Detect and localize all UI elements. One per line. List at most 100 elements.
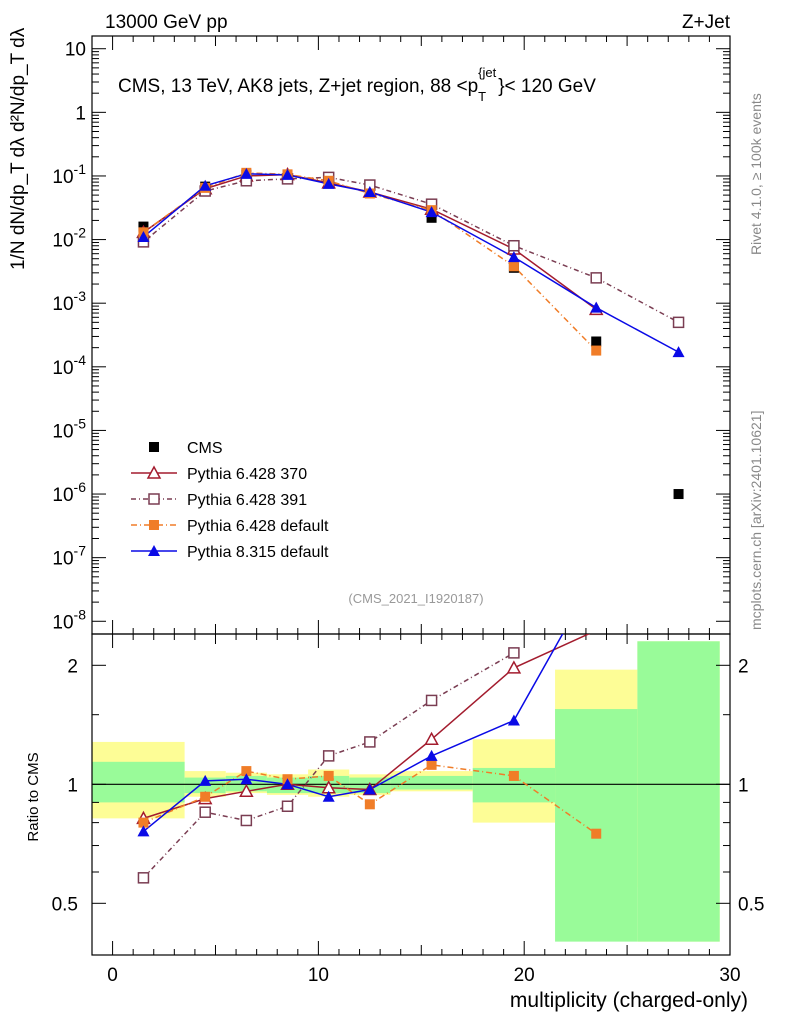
ratio-point xyxy=(507,714,520,726)
ratio-point xyxy=(591,828,602,839)
ratio-point xyxy=(281,778,294,790)
ratio-ylabel: Ratio to CMS xyxy=(25,752,42,841)
y-tick-label: 10-8 xyxy=(52,606,86,633)
ratio-point xyxy=(281,800,294,813)
data-point xyxy=(281,168,294,180)
ratio-point xyxy=(506,660,522,674)
data-point xyxy=(240,167,253,179)
data-point xyxy=(590,272,602,284)
data-point xyxy=(672,346,685,358)
data-point xyxy=(425,206,438,218)
data-point xyxy=(672,316,685,329)
legend: CMS Pythia 6.428 370 Pythia 6.428 391 Pythi… xyxy=(131,440,329,561)
ratio-tick-label: 0.5 xyxy=(52,894,78,915)
legend-label: Pythia 6.428 default xyxy=(187,518,329,535)
ratio-tick-label-right: 0.5 xyxy=(738,894,764,915)
series-line-main xyxy=(142,173,679,353)
watermark: (CMS_2021_I1920187) xyxy=(348,591,483,606)
ratio-point xyxy=(137,872,150,884)
data-point xyxy=(508,261,519,272)
y-tick-label: 10 xyxy=(65,40,86,61)
plot-frames xyxy=(91,35,731,956)
ratio-point xyxy=(199,774,212,786)
ratio-point xyxy=(322,790,335,802)
x-tick-label: 10 xyxy=(308,965,329,986)
plot-title: CMS, 13 TeV, AK8 jets, Z+jet region, 88 … xyxy=(118,65,596,104)
data-point xyxy=(426,212,437,223)
y-tick-label: 10-1 xyxy=(52,161,86,188)
data-point xyxy=(137,230,150,242)
ratio-tick-label: 2 xyxy=(67,656,78,677)
legend-label: Pythia 8.315 default xyxy=(187,544,329,561)
legend-label: Pythia 6.428 370 xyxy=(187,466,307,483)
y-tick-label: 10-5 xyxy=(52,415,86,442)
ratio-point xyxy=(508,647,520,659)
ratio-point xyxy=(508,770,519,781)
data-point xyxy=(507,251,520,263)
axis-ticks: 0 10 20 30 10-8 10-7 10-6 10-5 10-4 10-3 10-2 10-1 1… xyxy=(52,36,764,986)
header-left: 13000 GeV pp xyxy=(105,12,228,33)
ratio-point xyxy=(425,694,438,707)
ylabel-text: 1/N dN/dp_T dλ d²N/dp_T dλ xyxy=(8,27,29,270)
y-tick-label: 10-3 xyxy=(52,288,86,315)
header-right: Z+Jet xyxy=(682,12,731,33)
ratio-point xyxy=(425,749,438,761)
x-tick-label: 0 xyxy=(107,965,118,986)
ratio-point xyxy=(240,773,253,785)
ratio-point xyxy=(426,759,437,770)
y-tick-label: 10-2 xyxy=(52,225,86,252)
ratio-tick-label-right: 2 xyxy=(738,656,749,677)
band-green xyxy=(390,775,473,790)
ratio-frame xyxy=(91,633,731,956)
data-point xyxy=(591,345,602,356)
data-point xyxy=(363,185,376,197)
y-tick-label: 1 xyxy=(75,103,86,124)
ratio-point xyxy=(363,783,376,795)
x-tick-label: 20 xyxy=(514,965,535,986)
series-markers xyxy=(136,167,685,884)
data-point xyxy=(322,177,335,189)
legend-marker xyxy=(148,545,160,556)
data-point xyxy=(590,301,603,313)
band-green xyxy=(637,641,720,942)
ratio-point xyxy=(138,817,149,828)
y-axis-label: 1/N dN/dp_T dλ d²N/dp_T dλ xyxy=(8,27,29,270)
side-text-bottom: mcplots.cern.ch [arXiv:2401.10621] xyxy=(748,411,764,630)
ratio-point xyxy=(323,770,334,781)
legend-marker xyxy=(149,442,159,452)
y-tick-label: 10-4 xyxy=(52,352,86,379)
y-tick-label: 10-7 xyxy=(52,543,86,570)
legend-marker xyxy=(146,465,162,479)
ratio-point xyxy=(364,799,375,810)
data-point xyxy=(591,336,602,347)
ratio-point xyxy=(240,814,253,827)
x-tick-label: 30 xyxy=(719,965,740,986)
ratio-point xyxy=(424,731,439,746)
side-text-top: Rivet 4.1.0, ≥ 100k events xyxy=(748,93,764,255)
ratio-point xyxy=(239,783,254,798)
band-green xyxy=(92,761,185,803)
ratio-point xyxy=(200,791,211,802)
legend-marker xyxy=(149,520,159,530)
data-point xyxy=(508,239,520,252)
ratio-tick-label-right: 1 xyxy=(738,775,749,796)
band-green xyxy=(555,709,638,942)
ratio-bands xyxy=(92,641,730,942)
ratio-point xyxy=(199,806,211,818)
ratio-point xyxy=(241,766,252,777)
series-line-ratio xyxy=(142,652,515,879)
legend-marker xyxy=(148,493,160,505)
ratio-point xyxy=(137,825,150,837)
series-line-main xyxy=(143,172,597,352)
ratio-point xyxy=(322,750,335,762)
ratio-tick-label: 1 xyxy=(67,775,78,796)
y-tick-label: 10-6 xyxy=(52,479,86,506)
data-point xyxy=(673,489,684,500)
data-point xyxy=(199,179,212,191)
x-axis-label: multiplicity (charged-only) xyxy=(510,989,748,1012)
ratio-point xyxy=(364,736,376,748)
series-line-main xyxy=(142,176,679,324)
legend-label: CMS xyxy=(187,440,223,457)
legend-label: Pythia 6.428 391 xyxy=(187,492,307,509)
